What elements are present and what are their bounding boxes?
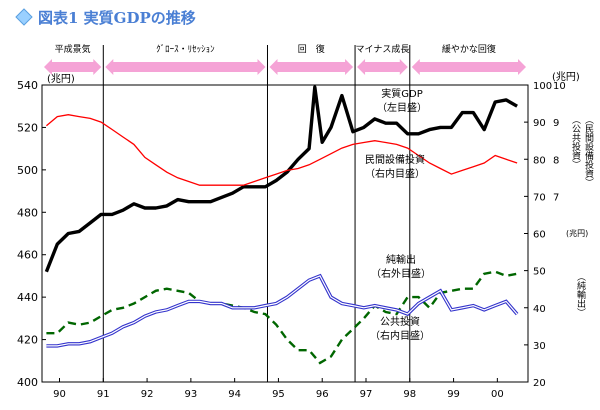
annotation-label: （左目盛）: [377, 101, 427, 114]
x-tick-label: 00: [491, 389, 504, 400]
annotation-label: （右内目盛）: [365, 167, 425, 180]
side-label-capex: （民間設備投資）: [583, 115, 594, 187]
public-investment-line-inner: [46, 275, 518, 347]
left-tick-label: 400: [17, 376, 38, 389]
annotation-label: 公共投資: [380, 315, 420, 328]
phase-arrow: [269, 59, 354, 75]
phase-arrow: [411, 59, 526, 75]
phase-label: 回 復: [298, 43, 325, 55]
annotation-label: 実質GDP: [381, 87, 422, 100]
real-gdp-line: [44, 85, 518, 273]
right-scale-100-label: 70: [533, 192, 546, 203]
left-tick-label: 520: [17, 121, 38, 134]
phase-divider-lines: [102, 45, 411, 382]
diamond-icon: [15, 8, 33, 26]
x-tick-label: 98: [403, 389, 416, 400]
right-scale-100-label: 30: [533, 341, 546, 352]
phase-arrow: [105, 59, 266, 75]
x-tick-label: 90: [53, 389, 66, 400]
x-tick-label: 92: [141, 389, 154, 400]
capex-line: [45, 114, 518, 186]
right-scale-10-label: 7: [553, 192, 559, 203]
right-scale-100-label: 80: [533, 155, 546, 166]
phase-banner: 平成景気 ｸﾞﾛｰｽ・ﾘｾｯｼｮﾝ 回 復 マイナス成長 緩やかな回復: [44, 43, 526, 75]
figure-title: 図表1 実質GDPの推移: [38, 9, 196, 27]
left-tick-label: 440: [17, 291, 38, 304]
left-tick-label: 480: [17, 206, 38, 219]
annotation-label: （右外目盛）: [371, 267, 431, 280]
right-scale-100-label: 100: [533, 81, 552, 92]
x-tick-label: 95: [272, 389, 285, 400]
x-tick-label: 97: [360, 389, 373, 400]
right-scale-100-label: 50: [533, 267, 546, 278]
phase-arrow: [44, 59, 102, 75]
right-scale-100-label: 60: [533, 230, 546, 241]
right-scale-100-label: 20: [533, 378, 546, 389]
phase-label: 平成景気: [55, 43, 91, 55]
phase-label: マイナス成長: [356, 43, 410, 55]
left-tick-label: 540: [17, 79, 38, 92]
side-label-netexport: （純輸出）: [575, 272, 586, 317]
left-tick-label: 500: [17, 164, 38, 177]
series-layer: [44, 85, 519, 365]
left-tick-label: 460: [17, 249, 38, 262]
right-axis-unit: (兆円): [552, 71, 580, 83]
x-tick-label: 94: [228, 389, 241, 400]
phase-label: ｸﾞﾛｰｽ・ﾘｾｯｼｮﾝ: [156, 44, 215, 55]
right-scale-100-label: 90: [533, 118, 546, 129]
net-export-line: [46, 270, 518, 365]
outer-axis-unit: (兆円): [566, 228, 588, 238]
side-label-public: （公共投資）: [570, 115, 581, 169]
x-tick-label: 91: [97, 389, 110, 400]
right-scale-10-label: 9: [553, 118, 559, 129]
phase-label: 緩やかな回復: [442, 43, 496, 55]
right-scale-100-label: 40: [533, 304, 546, 315]
phase-arrow: [357, 59, 408, 75]
annotation-label: 純輸出: [386, 253, 416, 266]
figure-header: 図表1 実質GDPの推移: [15, 8, 196, 27]
x-tick-label: 99: [447, 389, 460, 400]
annotation-label: （右内目盛）: [370, 329, 430, 342]
annotation-label: 民間設備投資: [365, 153, 425, 166]
right-scale-10-label: 10: [553, 81, 566, 92]
x-tick-label: 96: [316, 389, 329, 400]
left-tick-label: 420: [17, 334, 38, 347]
right-scale-10-label: 8: [553, 155, 559, 166]
left-axis-unit: (兆円): [47, 73, 75, 85]
annotations: 実質GDP（左目盛）民間設備投資（右内目盛）純輸出（右外目盛）公共投資（右内目盛…: [365, 87, 431, 342]
public-investment-line-outer: [46, 273, 519, 348]
x-tick-label: 93: [184, 389, 197, 400]
